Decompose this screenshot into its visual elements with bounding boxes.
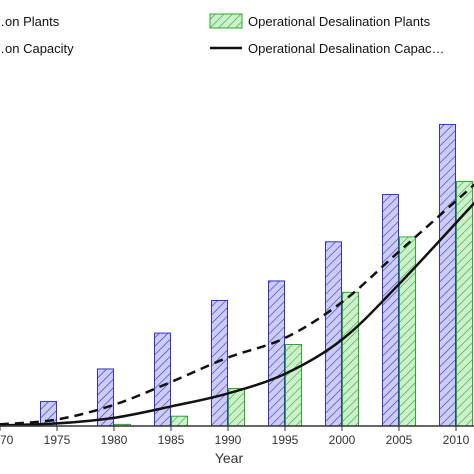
- x-tick-label-1975: 1975: [44, 433, 71, 447]
- x-tick-label-1995: 1995: [272, 433, 299, 447]
- legend-label-capacity-2: Operational Desalination Capac…: [248, 41, 445, 56]
- x-tick-label-2010: 2010: [443, 433, 470, 447]
- lines-group: [0, 183, 474, 427]
- x-tick-label-1970: 1970: [0, 433, 14, 447]
- bar-plants-2-1990: [228, 388, 245, 427]
- bar-plants-1-2005: [382, 194, 399, 427]
- x-axis-title: Year: [215, 450, 244, 466]
- legend-label-plants-2: Operational Desalination Plants: [248, 14, 431, 29]
- x-ticks-group: 1970 1975 1980 1985 1990 1995 2000 2005 2010: [0, 426, 470, 447]
- line-capacity-1: [0, 183, 474, 426]
- bar-plants-2-2005: [399, 236, 416, 427]
- x-tick-label-1990: 1990: [215, 433, 242, 447]
- legend-swatch-plants-2: [209, 13, 243, 29]
- legend-label-plants-1: …on Plants: [0, 14, 60, 29]
- x-tick-label-2000: 2000: [329, 433, 356, 447]
- bar-plants-2-2000: [342, 291, 359, 427]
- x-tick-label-1985: 1985: [158, 433, 185, 447]
- bar-plants-1-2000: [325, 241, 342, 427]
- bar-plants-1-2010: [439, 123, 456, 427]
- line-capacity-2: [0, 201, 474, 427]
- bar-plants-1-1995: [268, 280, 285, 427]
- bar-plants-1-1990: [211, 299, 228, 427]
- x-tick-label-2005: 2005: [386, 433, 413, 447]
- x-tick-label-1980: 1980: [101, 433, 128, 447]
- legend-label-capacity-1: …on Capacity: [0, 41, 74, 56]
- bar-plants-1-1985: [154, 332, 171, 427]
- bars-group: [40, 123, 473, 427]
- legend: Operational Desalination Plants Operatio…: [0, 13, 445, 56]
- bar-plants-2-1985: [171, 415, 188, 427]
- bar-plants-2-1995: [285, 344, 302, 427]
